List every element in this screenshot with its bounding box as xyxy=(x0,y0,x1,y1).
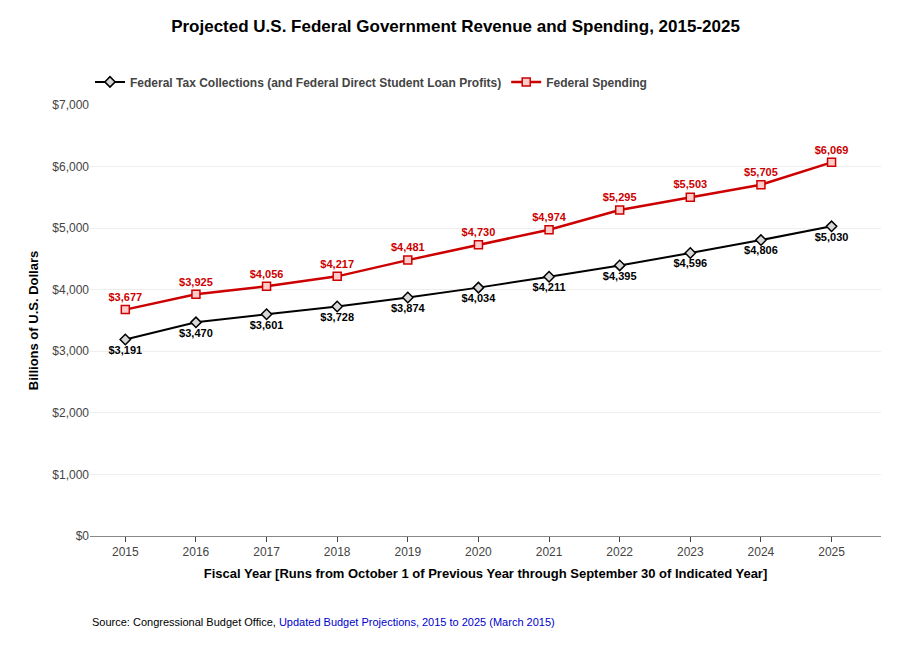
svg-text:2024: 2024 xyxy=(748,545,775,559)
svg-text:$6,069: $6,069 xyxy=(815,144,849,156)
svg-text:Source: Congressional Budget O: Source: Congressional Budget Office, Upd… xyxy=(92,616,555,628)
svg-text:2025: 2025 xyxy=(818,545,845,559)
svg-text:$4,395: $4,395 xyxy=(603,270,637,282)
svg-text:$1,000: $1,000 xyxy=(52,468,89,482)
svg-text:2020: 2020 xyxy=(465,545,492,559)
svg-text:$4,056: $4,056 xyxy=(250,268,284,280)
svg-text:Projected U.S. Federal Governm: Projected U.S. Federal Government Revenu… xyxy=(171,17,740,36)
svg-text:$4,034: $4,034 xyxy=(462,292,497,304)
svg-text:$3,677: $3,677 xyxy=(108,291,142,303)
svg-text:$4,974: $4,974 xyxy=(532,211,567,223)
svg-text:$3,728: $3,728 xyxy=(320,311,354,323)
svg-text:Billions of U.S. Dollars: Billions of U.S. Dollars xyxy=(26,251,41,390)
svg-text:$5,295: $5,295 xyxy=(603,191,637,203)
svg-text:$4,217: $4,217 xyxy=(320,258,354,270)
svg-text:2019: 2019 xyxy=(394,545,421,559)
svg-text:2022: 2022 xyxy=(606,545,633,559)
svg-text:$3,191: $3,191 xyxy=(108,344,142,356)
svg-text:2018: 2018 xyxy=(324,545,351,559)
svg-text:$4,806: $4,806 xyxy=(744,244,778,256)
svg-text:$0: $0 xyxy=(76,529,90,543)
svg-text:$4,596: $4,596 xyxy=(673,257,707,269)
svg-text:$4,000: $4,000 xyxy=(52,283,89,297)
svg-text:$2,000: $2,000 xyxy=(52,406,89,420)
svg-text:$5,030: $5,030 xyxy=(815,231,849,243)
svg-text:2015: 2015 xyxy=(112,545,139,559)
svg-text:$5,503: $5,503 xyxy=(673,178,707,190)
svg-text:$4,730: $4,730 xyxy=(462,226,496,238)
svg-text:Fiscal Year [Runs from October: Fiscal Year [Runs from October 1 of Prev… xyxy=(204,566,768,581)
svg-text:$3,000: $3,000 xyxy=(52,344,89,358)
svg-text:$4,481: $4,481 xyxy=(391,241,425,253)
svg-text:2017: 2017 xyxy=(253,545,280,559)
svg-text:$3,601: $3,601 xyxy=(250,319,284,331)
svg-text:2023: 2023 xyxy=(677,545,704,559)
svg-text:2021: 2021 xyxy=(536,545,563,559)
svg-text:$5,705: $5,705 xyxy=(744,166,778,178)
svg-text:$3,925: $3,925 xyxy=(179,276,213,288)
svg-text:Federal Tax Collections (and F: Federal Tax Collections (and Federal Dir… xyxy=(130,76,501,90)
svg-text:$3,470: $3,470 xyxy=(179,327,213,339)
svg-text:$7,000: $7,000 xyxy=(52,98,89,112)
svg-text:2016: 2016 xyxy=(183,545,210,559)
svg-text:Federal Spending: Federal Spending xyxy=(546,76,647,90)
svg-text:$3,874: $3,874 xyxy=(391,302,426,314)
svg-text:$6,000: $6,000 xyxy=(52,160,89,174)
svg-text:$5,000: $5,000 xyxy=(52,221,89,235)
svg-text:$4,211: $4,211 xyxy=(533,281,566,293)
